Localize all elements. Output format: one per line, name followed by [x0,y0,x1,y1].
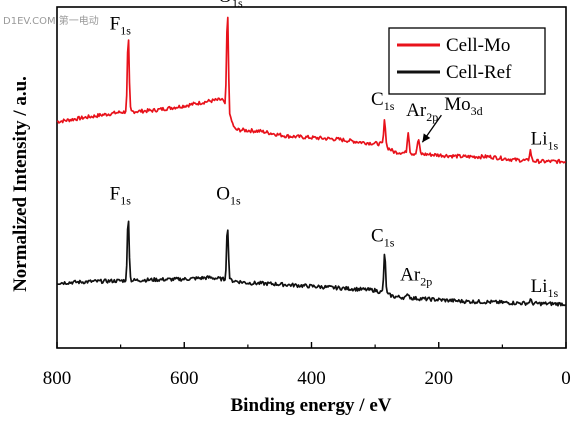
x-axis-label: Binding energy / eV [231,395,392,416]
mo3d-arrow-head [422,133,431,143]
legend-entry-cell-mo: Cell-Mo [446,35,510,56]
series-line-cell-ref [56,220,567,307]
peak-label-li-1s-cell-mo: Li1s [531,128,559,152]
x-tick-label-0: 0 [561,368,571,389]
watermark-text: D1EV.COM 第一电动 [3,14,99,27]
peak-label-mo-3d-cell-mo: Mo3d [444,94,482,118]
x-tick-label-600: 600 [170,368,199,389]
x-tick-label-800: 800 [43,368,72,389]
legend-box [388,27,546,95]
x-tick-label-200: 200 [425,368,454,389]
peak-label-c-1s-cell-mo: C1s [371,89,395,113]
peak-label-ar-2p-cell-mo: Ar2p [406,100,438,124]
peak-label-f-1s-cell-mo: F1s [110,13,132,37]
legend-entry-cell-ref: Cell-Ref [446,62,512,83]
peak-label-f-1s-cell-ref: F1s [110,184,132,208]
series-line-cell-mo [56,16,567,165]
peak-label-o-1s-cell-ref: O1s [216,184,241,208]
x-tick-label-400: 400 [297,368,326,389]
peak-label-ar-2p-cell-ref: Ar2p [400,264,432,288]
peak-label-c-1s-cell-ref: C1s [371,226,395,250]
peak-label-o-1s-cell-mo: O1s [218,0,243,10]
peak-label-li-1s-cell-ref: Li1s [531,276,559,300]
y-axis-label: Normalized Intensity / a.u. [10,76,31,292]
